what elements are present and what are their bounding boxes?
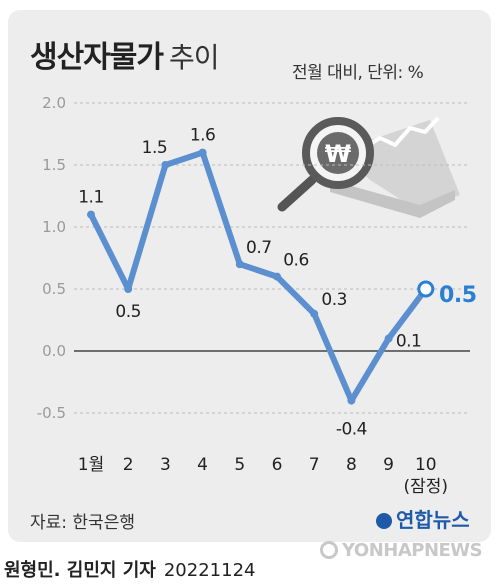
data-point <box>384 334 393 343</box>
data-point <box>198 148 207 157</box>
magnifier-handle <box>277 175 317 212</box>
unit-label: 전월 대비, 단위: % <box>292 63 424 83</box>
credit-line: 원형민. 김민지 기자 20221124 <box>4 556 255 582</box>
magnifier-won-illustration: ₩ <box>277 116 460 218</box>
x-tick-label: 2 <box>123 455 134 475</box>
data-label: 1.6 <box>190 126 216 146</box>
x-tick-label: 5 <box>234 455 245 475</box>
data-label: 0.5 <box>115 302 141 322</box>
y-tick-label: 0.0 <box>42 342 66 360</box>
watermark: YONHAPNEWS <box>320 540 483 561</box>
data-label: 0.5 <box>439 283 476 308</box>
data-label: 1.5 <box>142 138 168 158</box>
x-tick-label: 6 <box>272 455 283 475</box>
x-tick-label: 3 <box>160 455 171 475</box>
source-note: 자료: 한국은행 <box>30 513 135 533</box>
data-point <box>235 260 244 269</box>
data-label: 0.6 <box>283 251 309 271</box>
x-tick-label: 4 <box>197 455 208 475</box>
data-point <box>161 161 170 169</box>
data-point <box>124 285 133 293</box>
title-sub: 추이 <box>169 41 220 74</box>
illustration-trend-line <box>358 116 440 152</box>
brand-logo: 연합뉴스 <box>376 504 470 533</box>
data-label: 0.3 <box>321 290 347 310</box>
illustration-base <box>330 180 455 218</box>
x-tick-label: 1월 <box>78 455 104 475</box>
brand-name: 연합뉴스 <box>396 508 470 532</box>
chart-card <box>8 10 491 542</box>
y-tick-label: 0.5 <box>42 280 66 298</box>
chart-title: 생산자물가 추이 <box>30 32 220 76</box>
series-line <box>88 149 429 404</box>
y-tick-label: 1.0 <box>42 218 66 236</box>
data-point <box>273 272 281 281</box>
highlight-point <box>417 280 435 298</box>
data-label: 0.7 <box>246 238 272 258</box>
data-label: 0.1 <box>396 332 422 352</box>
data-label: -0.4 <box>336 420 367 440</box>
publish-date: 20221124 <box>163 560 256 581</box>
x-tick-label: 9 <box>383 455 394 475</box>
watermark-circle-icon <box>320 541 338 559</box>
x-tick-label: 10 <box>415 455 437 475</box>
y-tick-label: -0.5 <box>37 404 66 422</box>
won-sign-icon: ₩ <box>325 140 352 168</box>
data-point <box>347 396 356 405</box>
data-label: 1.1 <box>78 188 104 208</box>
y-tick-label: 2.0 <box>42 94 66 112</box>
x-tick-label: 7 <box>309 455 320 475</box>
title-main: 생산자물가 <box>30 40 164 75</box>
x-tick-note: (잠정) <box>404 477 449 497</box>
y-tick-label: 1.5 <box>42 156 66 174</box>
data-point <box>310 309 319 318</box>
data-point <box>87 210 95 219</box>
won-coin-icon <box>317 132 359 174</box>
x-tick-label: 8 <box>346 455 357 475</box>
brand-logo-icon <box>376 513 392 529</box>
author: 원형민. 김민지 기자 <box>4 560 156 581</box>
